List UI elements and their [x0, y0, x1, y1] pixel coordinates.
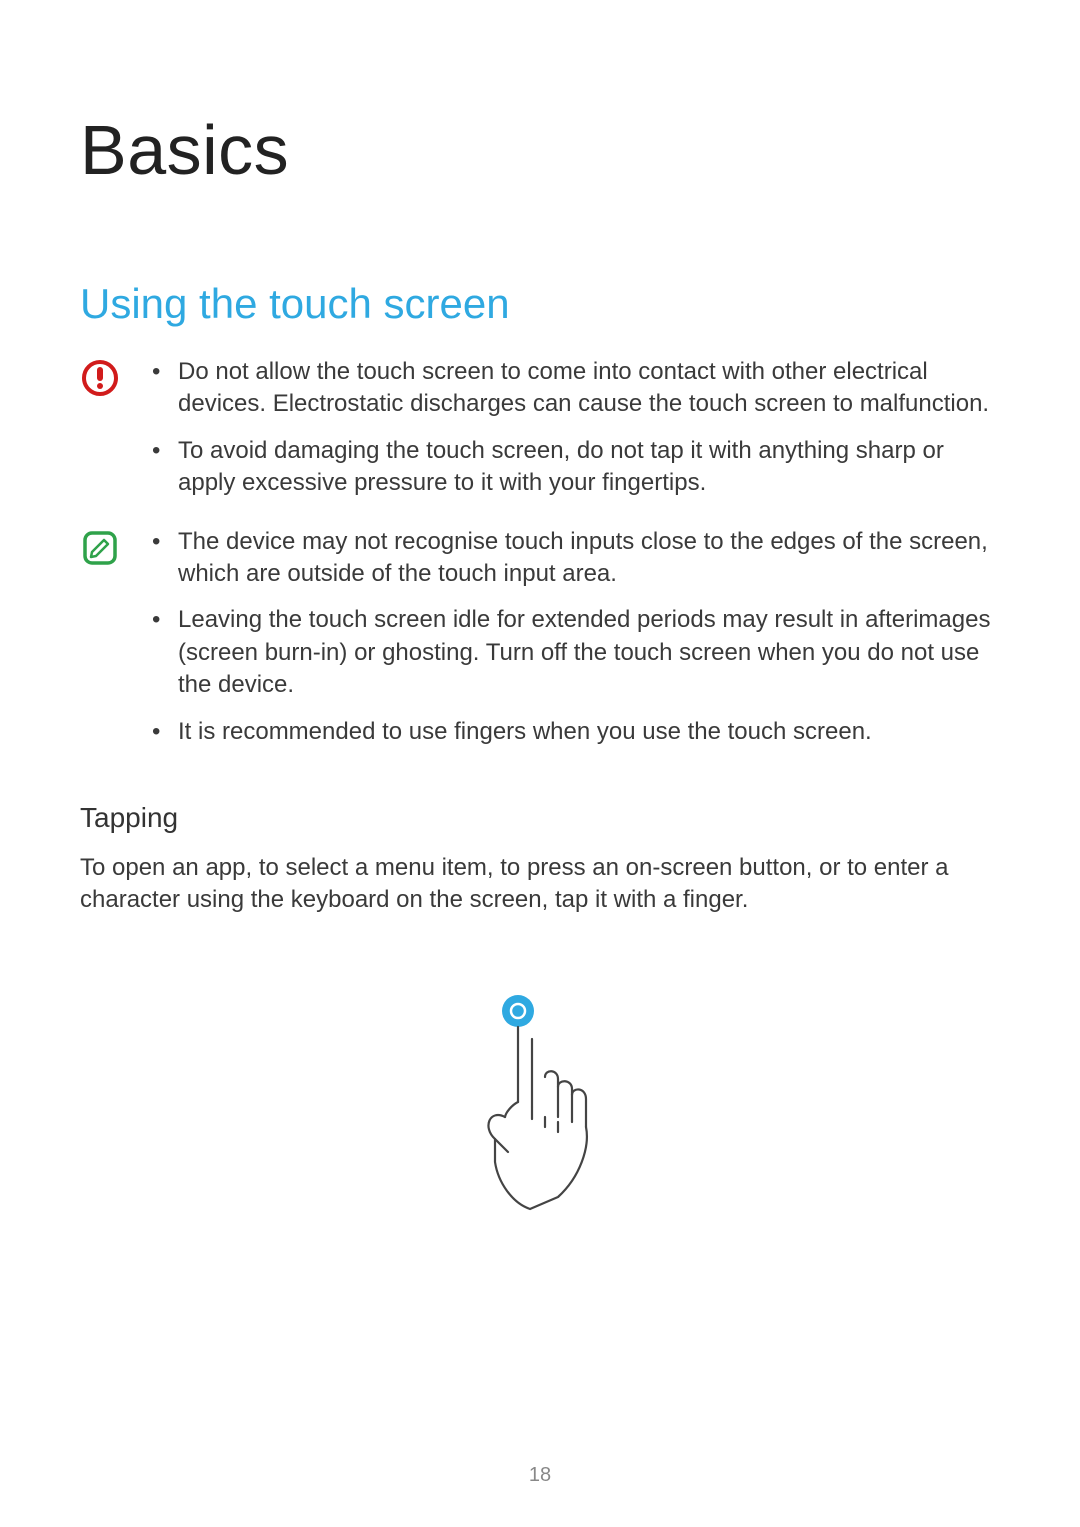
- warning-bullet: To avoid damaging the touch screen, do n…: [178, 435, 1000, 500]
- section-heading: Using the touch screen: [80, 280, 1000, 328]
- tapping-heading: Tapping: [80, 802, 1000, 834]
- warning-icon: [80, 358, 130, 403]
- note-body: The device may not recognise touch input…: [138, 526, 1000, 762]
- note-bullet: It is recommended to use fingers when yo…: [178, 716, 1000, 748]
- page-number: 18: [0, 1464, 1080, 1487]
- page-title: Basics: [80, 110, 1000, 190]
- tap-illustration: [80, 987, 1000, 1217]
- note-callout: The device may not recognise touch input…: [80, 526, 1000, 762]
- note-icon: [80, 528, 130, 573]
- tapping-body: To open an app, to select a menu item, t…: [80, 852, 1000, 917]
- note-bullet: Leaving the touch screen idle for extend…: [178, 604, 1000, 701]
- warning-body: Do not allow the touch screen to come in…: [138, 356, 1000, 514]
- warning-bullet: Do not allow the touch screen to come in…: [178, 356, 1000, 421]
- manual-page: Basics Using the touch screen Do not all…: [0, 0, 1080, 1527]
- warning-callout: Do not allow the touch screen to come in…: [80, 356, 1000, 514]
- note-bullet: The device may not recognise touch input…: [178, 526, 1000, 591]
